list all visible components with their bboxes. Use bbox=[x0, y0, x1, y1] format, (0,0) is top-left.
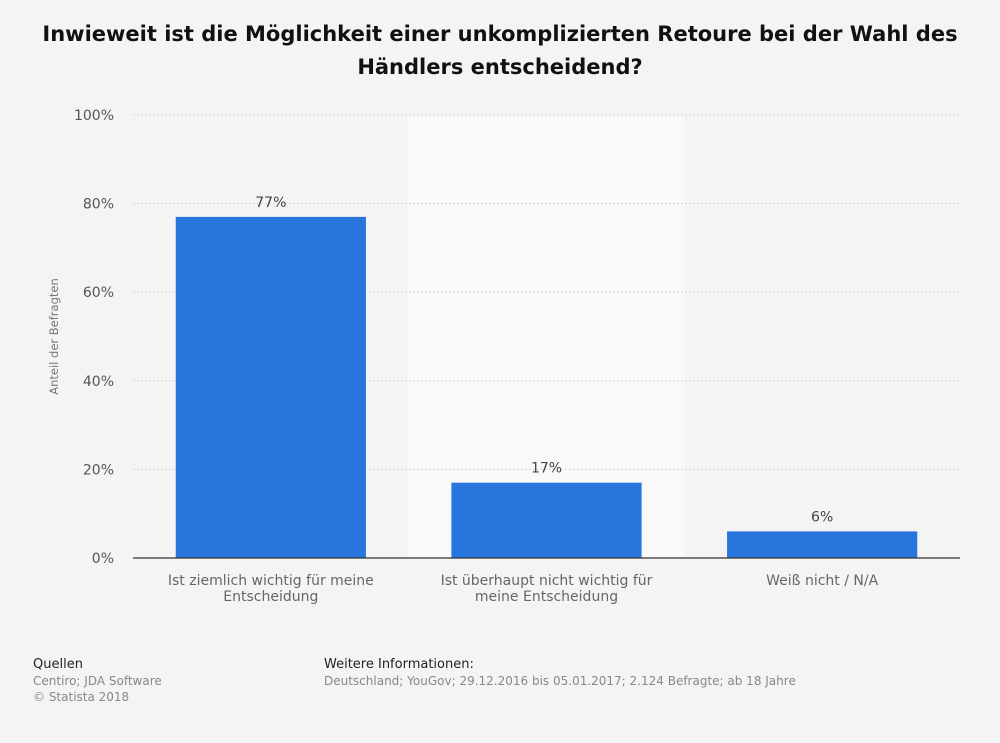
data-label: 6% bbox=[811, 509, 833, 525]
bar bbox=[727, 531, 918, 558]
y-tick-label: 60% bbox=[83, 285, 114, 301]
sources-heading: Quellen bbox=[33, 657, 83, 672]
chart-title: Inwieweit ist die Möglichkeit einer unko… bbox=[42, 22, 958, 79]
y-tick-label: 0% bbox=[92, 551, 114, 567]
x-tick-label: meine Entscheidung bbox=[475, 589, 618, 605]
y-tick-label: 100% bbox=[74, 108, 114, 124]
info-text: Deutschland; YouGov; 29.12.2016 bis 05.0… bbox=[324, 674, 796, 688]
x-tick-label: Weiß nicht / N/A bbox=[766, 573, 878, 589]
bar bbox=[175, 216, 366, 558]
footer-info: Weitere Informationen: Deutschland; YouG… bbox=[324, 657, 796, 689]
x-tick-label: Ist ziemlich wichtig für meine bbox=[168, 573, 374, 589]
y-axis-title: Anteil der Befragten bbox=[47, 278, 61, 395]
x-tick-label: Ist überhaupt nicht wichtig für bbox=[441, 573, 653, 589]
y-tick-label: 20% bbox=[83, 462, 114, 478]
bar-chart: 0% 20% 40% 60% 80% 100% Anteil der Befragten 77… bbox=[47, 108, 960, 605]
data-label: 77% bbox=[255, 195, 286, 211]
sources-line: Centiro; JDA Software bbox=[33, 674, 162, 688]
bar bbox=[451, 482, 642, 558]
copyright-line: © Statista 2018 bbox=[33, 690, 130, 704]
data-label: 17% bbox=[531, 461, 562, 477]
footer-sources: Quellen Centiro; JDA Software © Statista… bbox=[33, 657, 162, 705]
y-tick-label: 40% bbox=[83, 374, 114, 390]
x-tick-label: Entscheidung bbox=[223, 589, 318, 605]
info-heading: Weitere Informationen: bbox=[324, 657, 474, 672]
y-tick-label: 80% bbox=[83, 197, 114, 213]
